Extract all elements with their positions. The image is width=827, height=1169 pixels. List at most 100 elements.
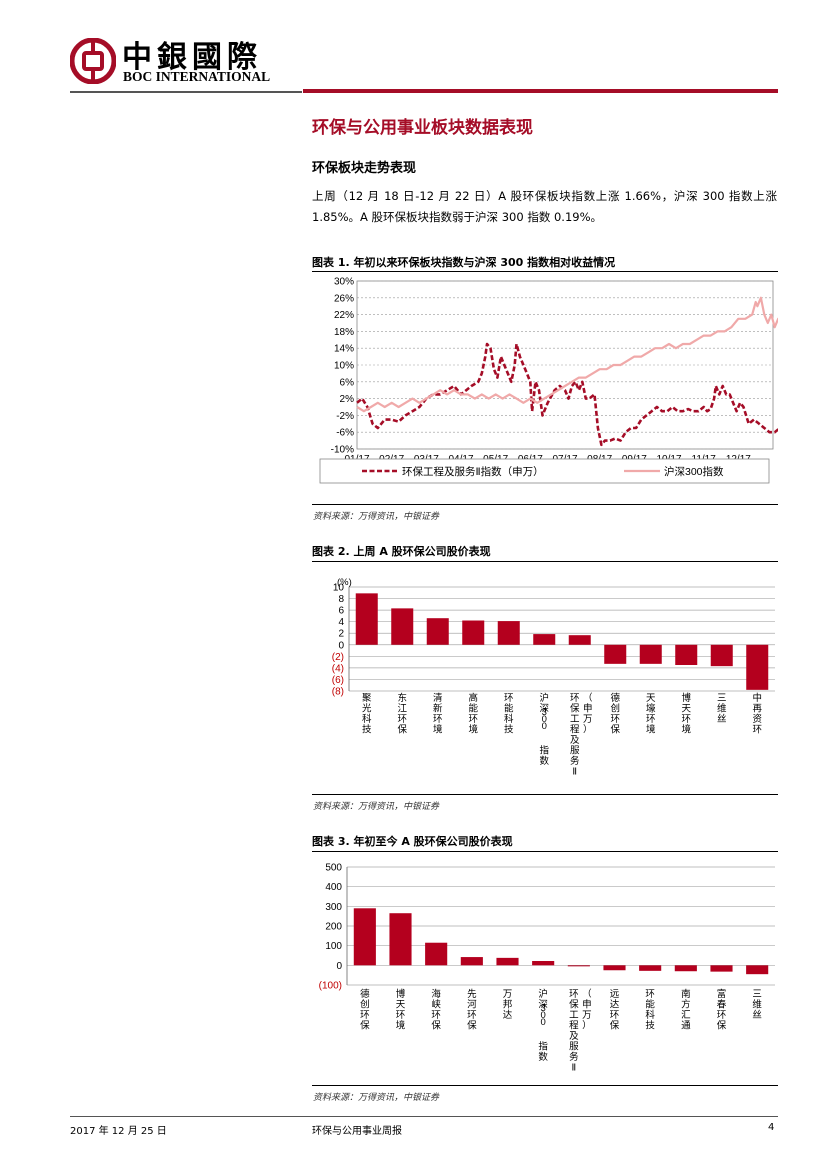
bar [496,957,519,966]
category-char: 丝 [752,1009,762,1021]
category-char: 环 [569,989,579,1000]
y-tick-label: 4 [338,617,344,628]
category-char: 技 [362,724,372,736]
category-char: 再 [752,704,762,715]
category-char: 指 [539,745,549,757]
y-tick-label: (6) [332,675,344,686]
y-tick-label: 100 [325,941,342,952]
footer-rule [70,1116,778,1117]
intro-paragraph: 上周（12 月 18 日-12 月 22 日）A 股环保板块指数上涨 1.66%… [312,189,777,224]
category-char: 程 [569,1021,579,1032]
y-tick-label: (4) [332,663,344,674]
category-char: 清 [433,692,443,704]
category-char: 环 [468,714,478,725]
section-title: 环保与公用事业板块数据表现 [312,118,533,138]
y-tick-label: 22% [334,310,354,321]
y-tick-label: 200 [325,922,342,933]
bar [710,965,733,972]
category-char: ） [583,724,593,736]
category-char: 高 [468,692,478,704]
category-char: 指 [538,1041,548,1053]
category-char: 3 [542,707,547,718]
logo-chinese-name: 中銀國際 [122,40,262,75]
y-tick-label: 400 [325,882,342,893]
y-tick-label: -10% [331,445,354,456]
figure2-top-rule [312,561,778,562]
category-char: 保 [569,999,579,1011]
y-tick-label: (8) [332,687,344,698]
category-char: 维 [752,999,762,1011]
category-label: 沪深300指数 [539,692,549,767]
category-char: 科 [504,713,514,725]
category-char: 境 [433,724,443,736]
y-tick-label: (100) [319,981,342,992]
category-char: 申 [582,999,592,1011]
category-char: 通 [681,1021,691,1032]
category-char: 壕 [646,703,656,715]
category-char: Ⅱ [572,767,577,778]
category-char: （ [582,988,592,1000]
bar [460,957,483,966]
category-char: 海 [431,988,441,1000]
category-char: 能 [504,703,514,715]
bar [639,644,662,664]
category-char: 境 [468,724,478,736]
category-char: 保 [431,1020,441,1032]
header-rule-left [70,91,302,93]
footer-page-number: 4 [768,1122,775,1133]
bar [425,942,448,966]
category-char: 环 [570,693,580,704]
category-char: 工 [570,714,580,725]
category-char: 境 [681,724,691,736]
bar [746,965,769,975]
category-char: 东 [397,692,407,704]
category-char: 天 [646,693,656,704]
bar [391,608,414,645]
category-char: 先 [467,988,477,1000]
category-label: 三维丝 [752,989,762,1021]
category-label: 三维丝 [717,693,727,725]
category-char: 环 [646,714,656,725]
bar [389,913,412,966]
category-char: 境 [646,724,656,736]
category-char: 服 [569,1042,579,1053]
figure1-source: 资料来源：万得资讯，中银证券 [313,512,440,522]
boc-emblem-icon [70,38,116,84]
y-tick-label: 8 [338,594,344,605]
category-char: 环 [431,1010,441,1021]
legend-label-env-index: 环保工程及服务Ⅱ指数（申万） [402,465,544,478]
category-char: 江 [397,704,407,715]
bar [567,965,590,967]
bar [353,908,376,966]
category-char: 资 [752,714,762,725]
category-char: 环 [752,725,762,736]
category-char: 保 [610,1020,620,1032]
category-char: 务 [569,1051,579,1063]
category-char: 0 [541,1017,546,1028]
y-tick-label: 0 [336,961,342,972]
y-tick-label: 14% [334,344,354,355]
category-char: 沪 [538,988,548,1000]
unit-label: (%) [337,577,352,588]
category-char: 服 [570,746,580,757]
category-char: Ⅱ [571,1063,576,1074]
figure3-top-rule [312,851,778,852]
category-char: 维 [717,703,727,715]
category-char: 天 [396,1000,406,1011]
figure1-line-chart: 30%26%22%18%14%10%6%2%-2%-6%-10%01/1702/… [319,277,778,484]
category-char: 方 [681,999,691,1011]
y-tick-label: (2) [332,652,344,663]
category-char: 邦 [503,999,513,1011]
bar [603,965,626,971]
y-tick-label: 300 [325,902,342,913]
bar [710,644,733,667]
logo-english-name: BOC INTERNATIONAL [123,69,271,84]
